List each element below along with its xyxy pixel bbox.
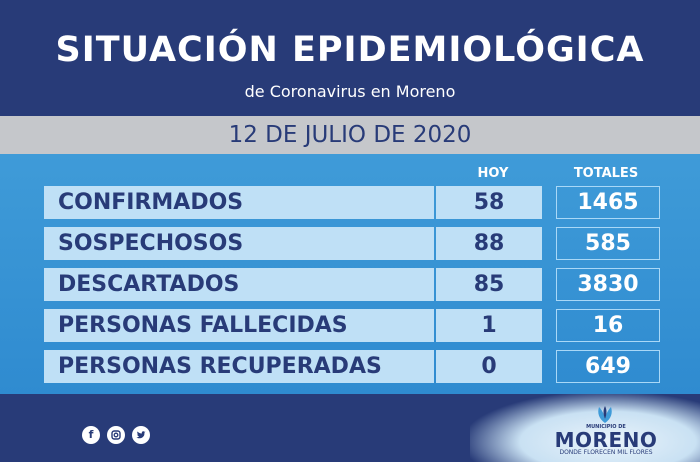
logo-municipio-text: MUNICIPIO DE xyxy=(586,424,626,430)
facebook-icon[interactable]: f xyxy=(82,426,100,444)
column-header-totales: TOTALES xyxy=(573,166,639,181)
logo-name: MORENO xyxy=(554,428,658,452)
page-title: SITUACIÓN EPIDEMIOLÓGICA xyxy=(55,30,645,70)
stat-total-value: 585 xyxy=(556,227,660,260)
date-band: 12 DE JULIO DE 2020 xyxy=(0,116,700,154)
stat-hoy-value: 85 xyxy=(436,268,542,301)
logo-glow xyxy=(470,394,700,462)
stat-total-value: 16 xyxy=(556,309,660,342)
stat-label: SOSPECHOSOS xyxy=(44,227,434,260)
stat-hoy-value: 1 xyxy=(436,309,542,342)
stat-total-value: 649 xyxy=(556,350,660,383)
header-banner xyxy=(0,0,700,116)
stat-label: PERSONAS FALLECIDAS xyxy=(44,309,434,342)
column-header-hoy: HOY xyxy=(477,166,509,181)
stat-label: DESCARTADOS xyxy=(44,268,434,301)
stat-total-value: 1465 xyxy=(556,186,660,219)
page-subtitle: de Coronavirus en Moreno xyxy=(244,82,456,101)
instagram-icon[interactable] xyxy=(107,426,125,444)
twitter-icon[interactable] xyxy=(132,426,150,444)
stat-label: CONFIRMADOS xyxy=(44,186,434,219)
stat-hoy-value: 88 xyxy=(436,227,542,260)
flower-logo-icon xyxy=(598,406,612,423)
stat-hoy-value: 0 xyxy=(436,350,542,383)
stat-total-value: 3830 xyxy=(556,268,660,301)
report-date: 12 DE JULIO DE 2020 xyxy=(228,122,472,148)
stat-label: PERSONAS RECUPERADAS xyxy=(44,350,434,383)
logo-tagline: DONDE FLORECEN MIL FLORES xyxy=(559,449,653,456)
stat-hoy-value: 58 xyxy=(436,186,542,219)
